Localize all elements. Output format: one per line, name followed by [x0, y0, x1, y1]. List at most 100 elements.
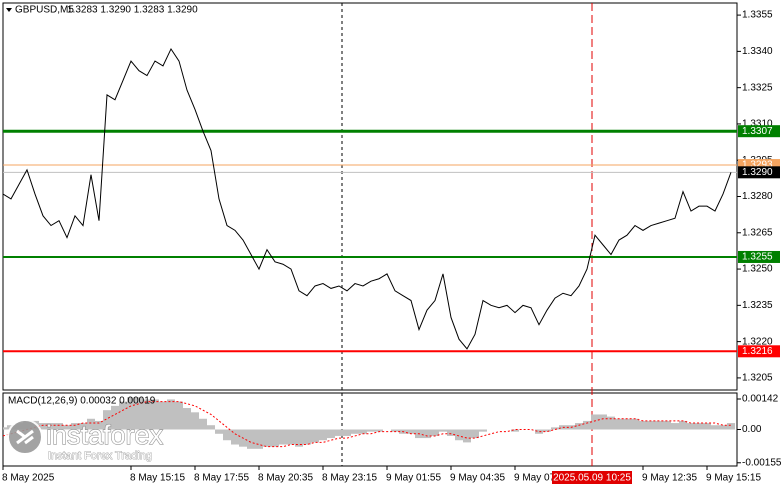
- watermark: instaforex Instant Forex Trading: [7, 419, 164, 462]
- y-tick-label: 1.3340: [742, 46, 773, 57]
- macd-bar: [311, 429, 319, 443]
- level-label-box: [738, 250, 780, 263]
- macd-bar: [111, 405, 119, 430]
- ohlc-values: 1.3283 1.3290 1.3283 1.3290: [67, 5, 198, 16]
- macd-bar: [159, 401, 167, 430]
- macd-bar: [639, 420, 647, 430]
- macd-bar: [119, 401, 127, 430]
- macd-bar: [351, 429, 359, 434]
- macd-bar: [359, 429, 367, 434]
- macd-bar: [215, 429, 223, 434]
- level-label-box: [738, 125, 780, 138]
- macd-bar: [79, 423, 87, 430]
- macd-bar: [439, 429, 447, 432]
- x-tick-label: 8 May 23:15: [322, 473, 377, 484]
- crosshair-label: 2025.05.09 10:25: [553, 473, 631, 484]
- main-panel: [2, 2, 738, 391]
- macd-bar: [631, 418, 639, 430]
- macd-bar: [367, 429, 375, 432]
- level-label-box: [738, 345, 780, 358]
- menu-arrow: [6, 8, 12, 12]
- level-label-box: [738, 166, 780, 179]
- level-label: 1.3290: [742, 167, 773, 178]
- macd-bar: [671, 423, 679, 430]
- macd-bar: [87, 418, 95, 430]
- macd-bar: [247, 429, 255, 449]
- macd-bar: [479, 429, 487, 432]
- price-line: [3, 47, 732, 350]
- macd-bar: [319, 429, 327, 441]
- macd-bar: [39, 423, 47, 430]
- plot-layer: 1.33551.33401.33251.33101.32951.32801.32…: [2, 10, 781, 484]
- watermark-name: instaforex: [46, 420, 164, 450]
- macd-bar: [47, 423, 55, 430]
- macd-bar: [511, 429, 519, 432]
- macd-bar: [135, 397, 143, 430]
- macd-bar: [103, 410, 111, 430]
- logo-mark: [16, 429, 34, 445]
- x-tick-label: 9 May 07:15: [514, 473, 569, 484]
- macd-bar: [271, 429, 279, 447]
- level-label: 1.3255: [742, 252, 773, 263]
- macd-bar: [679, 420, 687, 430]
- x-tick-label: 8 May 20:35: [258, 473, 313, 484]
- x-tick-label: 8 May 17:55: [194, 473, 249, 484]
- macd-bar: [287, 429, 295, 445]
- macd-bar: [343, 429, 351, 436]
- macd-bar: [327, 429, 335, 439]
- macd-bar: [535, 429, 543, 434]
- x-tick-label: 9 May 12:35: [642, 473, 697, 484]
- y-tick-label: 1.3235: [742, 300, 773, 311]
- macd-bar: [143, 399, 151, 430]
- x-tick-label: 9 May 01:55: [386, 473, 441, 484]
- y-tick-label: -0.00155: [742, 457, 781, 468]
- macd-bar: [543, 429, 551, 432]
- macd-bar: [575, 423, 583, 430]
- macd-bar: [375, 429, 383, 432]
- macd-bar: [279, 429, 287, 445]
- macd-bar: [223, 429, 231, 441]
- macd-bar: [391, 429, 399, 432]
- macd-bar: [687, 423, 695, 430]
- macd-bar: [719, 425, 727, 430]
- y-tick-label: 1.3355: [742, 10, 773, 21]
- macd-bar: [71, 423, 79, 430]
- macd-bar: [615, 418, 623, 430]
- macd-bar: [695, 423, 703, 430]
- macd-bar: [151, 399, 159, 430]
- macd-bar: [703, 423, 711, 430]
- macd-bar: [647, 420, 655, 430]
- signal-line: [3, 401, 731, 448]
- macd-bar: [263, 429, 271, 447]
- macd-bar: [191, 412, 199, 430]
- macd-bar: [455, 429, 463, 441]
- macd-bar: [471, 429, 479, 439]
- macd-bar: [431, 429, 439, 436]
- macd-bar: [335, 429, 343, 436]
- macd-bar: [167, 399, 175, 430]
- macd-bar: [63, 425, 71, 430]
- macd-bar: [447, 429, 455, 436]
- level-label: 1.3293: [742, 160, 773, 171]
- macd-bar: [127, 397, 135, 430]
- macd-bar: [663, 420, 671, 430]
- macd-bar: [255, 429, 263, 449]
- macd-bar: [55, 423, 63, 430]
- y-tick-label: 1.3220: [742, 336, 773, 347]
- y-tick-label: 1.3280: [742, 191, 773, 202]
- y-tick-label: 1.3310: [742, 119, 773, 130]
- level-label: 1.3216: [742, 346, 773, 357]
- macd-bar: [463, 429, 471, 443]
- y-tick-label: 1.3325: [742, 82, 773, 93]
- macd-title: MACD(12,26,9) 0.00032 0.00019: [8, 396, 156, 407]
- macd-bar: [175, 401, 183, 430]
- x-tick-label: 8 May 2025: [2, 473, 55, 484]
- level-label: 1.3307: [742, 126, 773, 137]
- x-tick-label: 8 May 15:15: [130, 473, 185, 484]
- y-tick-label: 0.00: [742, 424, 762, 435]
- y-tick-label: 1.3265: [742, 227, 773, 238]
- chart-title: GBPUSD,M5: [15, 5, 74, 16]
- macd-bar: [623, 418, 631, 430]
